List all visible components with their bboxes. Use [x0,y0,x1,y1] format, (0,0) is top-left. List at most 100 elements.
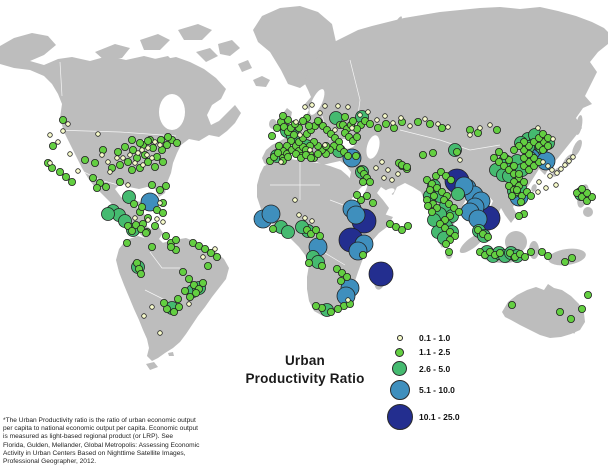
city-symbol-c1 [543,185,549,191]
landmass-tasmania [569,325,580,334]
city-symbol-c2 [333,304,342,313]
city-symbol-c1 [381,175,387,181]
city-symbol-c1 [332,127,338,133]
city-symbol-c2 [311,225,320,234]
city-symbol-c2 [444,247,453,256]
city-symbol-c1 [140,162,146,168]
city-symbol-c1 [65,121,71,127]
city-symbol-c1 [309,218,315,224]
city-symbol-c1 [60,128,66,134]
legend: 0.1 - 1.0 1.1 - 2.5 2.6 - 5.0 5.1 - 10.0… [386,333,506,434]
city-symbol-c2 [352,190,361,199]
city-symbol-c2 [326,307,335,316]
legend-item-1: 1.1 - 2.5 [386,347,506,357]
city-symbol-c2 [172,138,181,147]
city-symbol-c1 [407,123,413,129]
city-symbol-c2 [161,181,170,190]
city-symbol-c2 [423,201,432,210]
city-symbol-c2 [173,294,182,303]
landmass-tierra-del-fuego [146,352,174,370]
city-symbol-c2 [127,226,136,235]
city-symbol-c1 [309,102,315,108]
city-symbol-c1 [292,197,298,203]
city-symbol-c1 [570,154,576,160]
legend-swatch-largest [386,404,413,430]
city-symbol-c1 [374,117,380,123]
city-symbol-c2 [127,135,136,144]
city-symbol-c1 [278,159,284,165]
city-symbol-c2 [413,118,422,127]
legend-label: 2.6 - 5.0 [419,363,451,374]
map-title: Urban Productivity Ratio [226,352,384,388]
city-symbol-c1 [467,132,473,138]
city-symbol-c1 [457,157,463,163]
city-symbol-c1 [487,122,493,128]
landmass-arctic-islands [95,24,252,72]
landmass-taiwan [531,184,537,192]
city-symbol-c1 [139,147,145,153]
city-symbol-c1 [114,155,120,161]
city-symbol-c1 [107,169,113,175]
city-symbol-c1 [154,216,160,222]
legend-label: 1.1 - 2.5 [419,347,451,357]
city-symbol-c1 [390,120,396,126]
city-symbol-c2 [174,302,183,311]
city-symbol-c1 [99,152,105,158]
city-symbol-c2 [567,314,576,323]
city-symbol-c2 [492,126,501,135]
city-symbol-c2 [274,141,283,150]
city-symbol-c1 [535,125,541,131]
city-symbol-c1 [554,170,560,176]
city-symbol-c2 [137,202,146,211]
city-symbol-c2 [578,184,587,193]
city-symbol-c1 [149,304,155,310]
city-symbol-c1 [157,200,163,206]
city-symbol-c2 [127,165,136,174]
city-symbol-c1 [550,136,556,142]
city-symbol-c2 [184,274,193,283]
city-symbol-c2 [116,160,125,169]
city-symbol-c2 [446,175,455,184]
city-symbol-c2 [495,248,504,257]
persian-gulf [383,188,395,196]
city-symbol-c5 [368,261,394,287]
city-symbol-c1 [293,119,299,125]
city-symbol-c1 [120,155,126,161]
city-symbol-c2 [56,167,65,176]
city-symbol-c1 [395,171,401,177]
landmass-australia [502,284,585,338]
city-symbol-c2 [351,151,360,160]
city-symbol-c2 [178,267,187,276]
city-symbol-c1 [345,297,351,303]
city-symbol-c2 [267,131,276,140]
city-symbol-c2 [212,252,221,261]
city-symbol-c2 [114,147,123,156]
city-symbol-c4 [346,205,366,225]
city-symbol-c1 [322,142,328,148]
city-symbol-c2 [397,225,406,234]
city-symbol-c2 [315,231,324,240]
city-symbol-c1 [141,313,147,319]
city-symbol-c1 [435,121,441,127]
city-symbol-c2 [368,198,377,207]
city-symbol-c1 [317,110,323,116]
city-symbol-c2 [340,113,349,122]
city-symbol-c2 [544,141,553,150]
city-symbol-c2 [150,162,159,171]
city-symbol-c1 [547,173,553,179]
city-symbol-c1 [322,103,328,109]
city-symbol-c2 [313,149,322,158]
city-symbol-c2 [268,224,277,233]
city-symbol-c1 [558,166,564,172]
city-symbol-c2 [483,232,492,241]
city-symbol-c1 [157,142,163,148]
hudson-bay [159,94,185,130]
city-symbol-c1 [125,182,131,188]
legend-item-3: 5.1 - 10.0 [386,380,506,400]
city-symbol-c2 [158,157,167,166]
city-symbol-c1 [445,124,451,130]
city-symbol-c2 [162,140,171,149]
city-symbol-c2 [402,162,411,171]
city-symbol-c2 [348,117,357,126]
